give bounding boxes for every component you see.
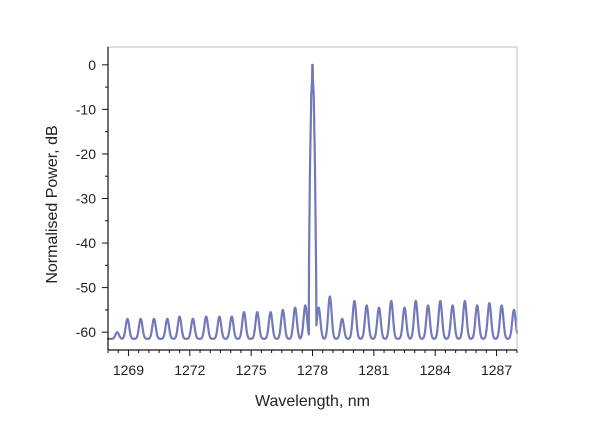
series-layer (106, 63, 519, 340)
y-tick-label: -30 (76, 191, 96, 207)
spectrum-line (106, 63, 519, 340)
y-tick-label: -10 (76, 101, 96, 117)
y-tick-label: -60 (76, 324, 96, 340)
x-tick-label: 1272 (174, 362, 205, 378)
x-tick-label: 1284 (420, 362, 451, 378)
y-tick-label: -40 (76, 235, 96, 251)
y-tick-label: -50 (76, 280, 96, 296)
y-axis-title: Normalised Power, dB (44, 125, 61, 283)
y-tick-label: 0 (88, 57, 96, 73)
x-tick-label: 1287 (481, 362, 512, 378)
x-tick-label: 1278 (297, 362, 328, 378)
y-axis-ticks: 0 -10 -20 -30 -40 -50 -60 (76, 57, 108, 340)
x-axis-ticks: 1269 1272 1275 1278 1281 1284 1287 (107, 350, 518, 378)
y-tick-label: -20 (76, 146, 96, 162)
x-tick-label: 1281 (358, 362, 389, 378)
x-tick-label: 1269 (113, 362, 144, 378)
x-tick-label: 1275 (236, 362, 267, 378)
x-axis-title: Wavelength, nm (255, 393, 370, 410)
